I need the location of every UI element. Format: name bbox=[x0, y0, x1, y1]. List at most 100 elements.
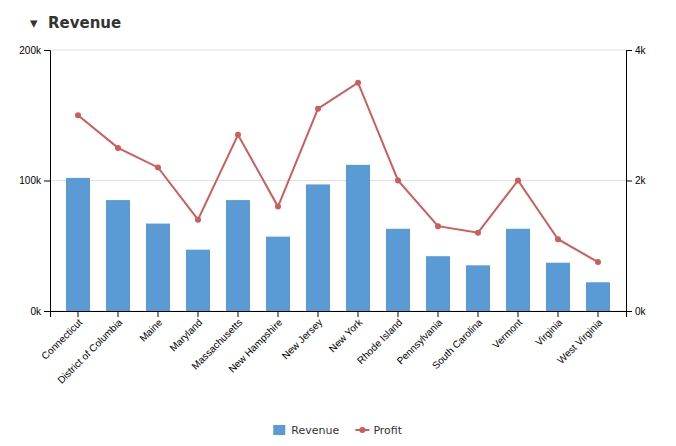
point bbox=[595, 259, 601, 265]
tick-mark bbox=[118, 311, 119, 317]
tick-mark bbox=[278, 311, 279, 317]
tick: South Carolina bbox=[430, 311, 485, 371]
tick-mark bbox=[598, 311, 599, 317]
tick-mark bbox=[44, 181, 50, 182]
axis-line bbox=[51, 312, 627, 318]
tick-mark bbox=[398, 311, 399, 317]
tick-mark bbox=[558, 311, 559, 317]
tick: New York bbox=[327, 311, 365, 354]
legend-item: Profit bbox=[355, 424, 402, 437]
bar bbox=[106, 200, 130, 311]
axis-line bbox=[44, 51, 51, 312]
legend-marker bbox=[359, 427, 365, 433]
tick-label: 100k bbox=[19, 175, 42, 186]
tick-mark bbox=[478, 311, 479, 317]
bar bbox=[426, 256, 450, 311]
bar-series bbox=[66, 165, 610, 311]
bar bbox=[586, 282, 610, 311]
tick: Virginia bbox=[533, 311, 565, 348]
line-series bbox=[75, 80, 601, 265]
tick-mark bbox=[318, 311, 319, 317]
tick-label: South Carolina bbox=[430, 316, 485, 371]
tick-label: New Jersey bbox=[280, 317, 325, 362]
point bbox=[195, 217, 201, 223]
tick: 0k bbox=[626, 306, 647, 317]
point bbox=[515, 178, 521, 184]
tick-label: Virginia bbox=[533, 316, 565, 348]
point bbox=[555, 236, 561, 242]
x-axis: ConnecticutDistrict of ColumbiaMaineMary… bbox=[39, 311, 626, 386]
tick-label: West Virginia bbox=[555, 316, 604, 365]
chart: ▾ Revenue0k100k200k0k2k4kConnecticutDist… bbox=[0, 0, 676, 446]
tick-mark bbox=[626, 50, 632, 51]
marks bbox=[66, 80, 610, 311]
legend-item: Revenue bbox=[273, 424, 339, 437]
tick: New Hampshire bbox=[226, 311, 284, 375]
tick-label: 200k bbox=[19, 45, 42, 56]
tick-mark bbox=[78, 311, 79, 317]
bar bbox=[306, 184, 330, 311]
tick: 0k bbox=[30, 306, 50, 317]
tick: 200k bbox=[19, 45, 50, 56]
bar bbox=[146, 224, 170, 311]
point bbox=[235, 132, 241, 138]
tick-mark bbox=[44, 50, 50, 51]
tick-label: Vermont bbox=[490, 317, 524, 351]
bar bbox=[546, 263, 570, 311]
tick-label: New York bbox=[327, 316, 365, 354]
tick-label: 0k bbox=[30, 306, 42, 317]
bar bbox=[506, 229, 530, 311]
tick-label: New Hampshire bbox=[226, 316, 284, 374]
point bbox=[275, 204, 281, 210]
tick-label: Maine bbox=[137, 316, 164, 343]
grid-line bbox=[50, 180, 626, 181]
point bbox=[435, 223, 441, 229]
point bbox=[355, 80, 361, 86]
legend-label: Profit bbox=[373, 424, 402, 437]
tick-mark bbox=[198, 311, 199, 317]
bar bbox=[346, 165, 370, 311]
y-axis: 0k 100k 200k bbox=[19, 45, 50, 317]
point bbox=[75, 112, 81, 118]
tick: 2k bbox=[626, 175, 647, 186]
point bbox=[395, 178, 401, 184]
legend-label: Revenue bbox=[291, 424, 339, 437]
axis-line bbox=[627, 51, 633, 312]
tick-label: District of Columbia bbox=[55, 316, 124, 385]
tick-mark bbox=[438, 311, 439, 317]
tick-label: 2k bbox=[635, 175, 647, 186]
legend: Revenue Profit bbox=[273, 424, 403, 437]
bar bbox=[266, 237, 290, 311]
grid bbox=[50, 50, 626, 311]
line bbox=[78, 83, 598, 262]
tick-mark bbox=[358, 311, 359, 317]
tick: Maryland bbox=[167, 311, 204, 354]
tick: West Virginia bbox=[555, 311, 604, 366]
tick: District of Columbia bbox=[55, 311, 124, 386]
bar bbox=[386, 229, 410, 311]
tick-mark bbox=[44, 311, 50, 312]
tick-label: 4k bbox=[635, 45, 647, 56]
point bbox=[475, 230, 481, 236]
tick-mark bbox=[238, 311, 239, 317]
tick-label: Maryland bbox=[167, 317, 204, 354]
tick: Maine bbox=[137, 311, 164, 344]
tick-mark bbox=[626, 181, 632, 182]
tick: Vermont bbox=[490, 311, 524, 351]
bar bbox=[226, 200, 250, 311]
y2-axis: 0k 2k 4k bbox=[626, 45, 647, 317]
grid-line bbox=[50, 50, 626, 51]
bar bbox=[186, 250, 210, 311]
tick: 100k bbox=[19, 175, 50, 186]
point bbox=[115, 145, 121, 151]
legend-swatch bbox=[273, 425, 285, 435]
tick-mark bbox=[518, 311, 519, 317]
title: ▾ Revenue bbox=[30, 14, 121, 32]
tick-mark bbox=[158, 311, 159, 317]
tick: 4k bbox=[626, 45, 647, 56]
tick: New Jersey bbox=[280, 311, 325, 361]
bar bbox=[466, 265, 490, 311]
plot: 0k100k200k0k2k4kConnecticutDistrict of C… bbox=[19, 45, 646, 386]
tick-label: 0k bbox=[635, 306, 647, 317]
bar bbox=[66, 178, 90, 311]
